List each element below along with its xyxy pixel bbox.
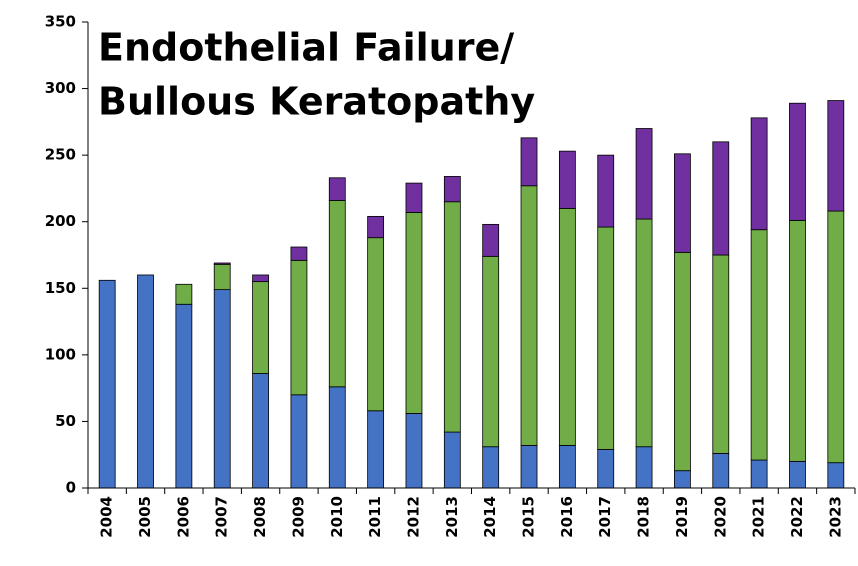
bar-segment <box>290 246 308 261</box>
bar-segment <box>750 229 768 461</box>
bar-segment <box>520 185 538 446</box>
chart-title: Bullous Keratopathy <box>98 80 535 124</box>
x-tick-label: 2015 <box>520 496 538 538</box>
x-tick-label: 2004 <box>98 496 116 538</box>
bar-segment <box>750 117 768 231</box>
bar-segment <box>789 219 806 462</box>
x-tick-label: 2021 <box>750 496 768 538</box>
bar-segment <box>443 201 461 433</box>
bar-segment <box>558 444 576 489</box>
bar-segment <box>482 255 500 448</box>
y-tick-label: 250 <box>45 146 76 164</box>
bar-segment <box>252 373 269 489</box>
x-tick-label: 2007 <box>213 496 231 538</box>
x-tick-label: 2016 <box>558 496 576 538</box>
x-tick-label: 2014 <box>481 496 499 538</box>
y-tick-label: 50 <box>55 412 76 430</box>
bar-segment <box>405 182 423 213</box>
bar-segment <box>558 207 576 446</box>
x-tick-label: 2018 <box>635 496 653 538</box>
bar-segment <box>443 431 461 489</box>
bar-segment <box>252 281 269 374</box>
bar-segment <box>213 263 231 291</box>
bar-segment <box>213 289 231 489</box>
bar-segment <box>712 254 730 454</box>
x-tick-label: 2008 <box>251 496 269 538</box>
bar-segment <box>367 237 385 412</box>
y-tick-label: 350 <box>45 13 76 31</box>
x-tick-label: 2010 <box>328 496 346 538</box>
bar-segment <box>482 223 500 257</box>
bar-segment <box>597 448 615 489</box>
bar-segment <box>674 251 691 472</box>
bar-segment <box>252 274 269 283</box>
bar-segment <box>328 177 346 201</box>
bar-segment <box>405 413 423 489</box>
bar-segment <box>175 303 193 489</box>
bar-segment <box>712 452 730 489</box>
bar-segment <box>750 459 768 489</box>
bar-segment <box>290 394 308 489</box>
y-tick-label: 300 <box>45 79 76 97</box>
bar-segment <box>635 128 653 220</box>
bar-segment <box>674 470 691 489</box>
bar-segment <box>827 210 845 464</box>
bar-segment <box>789 460 806 489</box>
bar-segment <box>558 150 576 209</box>
bar-segment <box>367 215 385 239</box>
x-tick-label: 2012 <box>404 496 422 538</box>
bar-segment <box>674 153 691 253</box>
x-tick-label: 2019 <box>673 496 691 538</box>
bar-segment <box>98 279 116 489</box>
x-tick-label: 2013 <box>443 496 461 538</box>
bar-segment <box>520 137 538 187</box>
bar-segment <box>290 259 308 396</box>
chart-title: Endothelial Failure/ <box>98 26 514 70</box>
bar-segment <box>635 446 653 489</box>
bar-segment <box>597 226 615 450</box>
x-tick-label: 2022 <box>788 496 806 538</box>
y-tick-label: 0 <box>66 479 76 497</box>
x-tick-label: 2023 <box>826 496 844 538</box>
bar-segment <box>213 262 231 265</box>
bar-segment <box>175 283 193 305</box>
bar-segment <box>482 446 500 489</box>
x-tick-label: 2020 <box>711 496 729 538</box>
bar-segment <box>789 102 806 221</box>
bar-segment <box>827 100 845 212</box>
y-tick-label: 150 <box>45 279 76 297</box>
x-tick-label: 2011 <box>366 496 384 538</box>
x-tick-label: 2005 <box>136 496 154 538</box>
bar-segment <box>635 218 653 448</box>
bar-segment <box>367 410 385 489</box>
bar-segment <box>712 141 730 256</box>
x-tick-label: 2017 <box>596 496 614 538</box>
bar-segment <box>520 444 538 489</box>
bar-segment <box>137 274 154 489</box>
x-tick-label: 2009 <box>289 496 307 538</box>
bar-segment <box>405 211 423 414</box>
bar-segment <box>328 200 346 388</box>
bar-segment <box>443 176 461 203</box>
y-tick-label: 100 <box>45 345 76 363</box>
bar-segment <box>597 154 615 228</box>
y-tick-label: 200 <box>45 212 76 230</box>
bar-segment <box>827 462 845 489</box>
x-tick-label: 2006 <box>174 496 192 538</box>
bar-segment <box>328 386 346 489</box>
